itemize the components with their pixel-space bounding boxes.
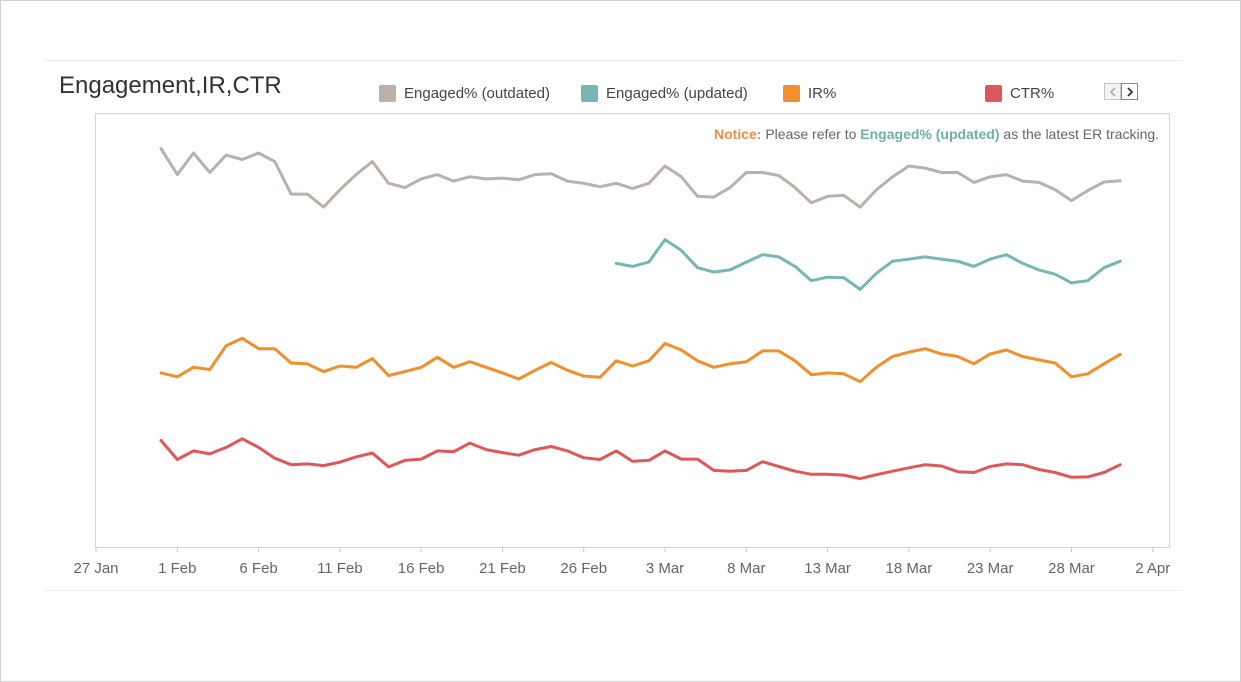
x-tick-label: 27 Jan: [73, 560, 118, 577]
legend-item-ir[interactable]: IR%: [783, 83, 836, 103]
notice-text-after: as the latest ER tracking.: [1003, 126, 1160, 142]
legend-swatch: [783, 84, 800, 102]
series-line-engaged-outdated[interactable]: [159, 147, 1122, 209]
legend-next-button[interactable]: [1121, 83, 1138, 100]
legend-label: IR%: [808, 84, 837, 102]
notice-label: Notice:: [714, 126, 762, 142]
series-line-ir[interactable]: [159, 336, 1122, 384]
x-tick-label: 2 Apr: [1135, 560, 1170, 577]
chevron-left-icon: [1109, 86, 1116, 97]
series-line-engaged-updated[interactable]: [614, 238, 1122, 291]
notice-highlight: Engaged% (updated): [860, 126, 1000, 142]
chevron-right-icon: [1126, 86, 1133, 97]
x-tick-label: 16 Feb: [398, 560, 445, 577]
legend-item-engaged-updated[interactable]: Engaged% (updated): [581, 83, 748, 103]
legend-label: Engaged% (updated): [606, 84, 748, 102]
x-tick-label: 26 Feb: [560, 560, 607, 577]
legend-label: Engaged% (outdated): [404, 84, 550, 102]
notice-annotation: Notice: Please refer to Engaged% (update…: [714, 124, 1164, 145]
x-tick-label: 3 Mar: [646, 560, 684, 577]
x-tick-label: 18 Mar: [886, 560, 933, 577]
x-tick-label: 13 Mar: [804, 560, 851, 577]
legend-swatch: [985, 84, 1002, 102]
top-divider: [44, 60, 1182, 61]
x-tick-label: 11 Feb: [317, 560, 363, 577]
x-tick-label: 21 Feb: [479, 560, 526, 577]
x-tick-label: 28 Mar: [1048, 560, 1095, 577]
legend-swatch: [379, 84, 396, 102]
plot-area: [95, 113, 1170, 548]
x-tick-label: 6 Feb: [239, 560, 277, 577]
x-tick-label: 1 Feb: [158, 560, 196, 577]
legend-pager: [1104, 83, 1138, 100]
chart-title: Engagement,IR,CTR: [59, 72, 282, 99]
x-axis: 27 Jan 1 Feb 6 Feb 11 Feb 16 Feb 21 Feb 26 Feb…: [73, 547, 1170, 577]
series-lines: [159, 147, 1122, 481]
legend-swatch: [581, 84, 598, 102]
series-line-ctr[interactable]: [159, 437, 1122, 481]
notice-text-before: Please refer to: [765, 126, 857, 142]
legend-item-engaged-outdated[interactable]: Engaged% (outdated): [379, 83, 550, 103]
bottom-divider: [44, 590, 1182, 591]
legend-item-ctr[interactable]: CTR%: [985, 83, 1054, 103]
x-tick-label: 23 Mar: [967, 560, 1014, 577]
legend-label: CTR%: [1010, 84, 1055, 102]
legend-prev-button[interactable]: [1104, 83, 1121, 100]
x-tick-label: 8 Mar: [727, 560, 765, 577]
